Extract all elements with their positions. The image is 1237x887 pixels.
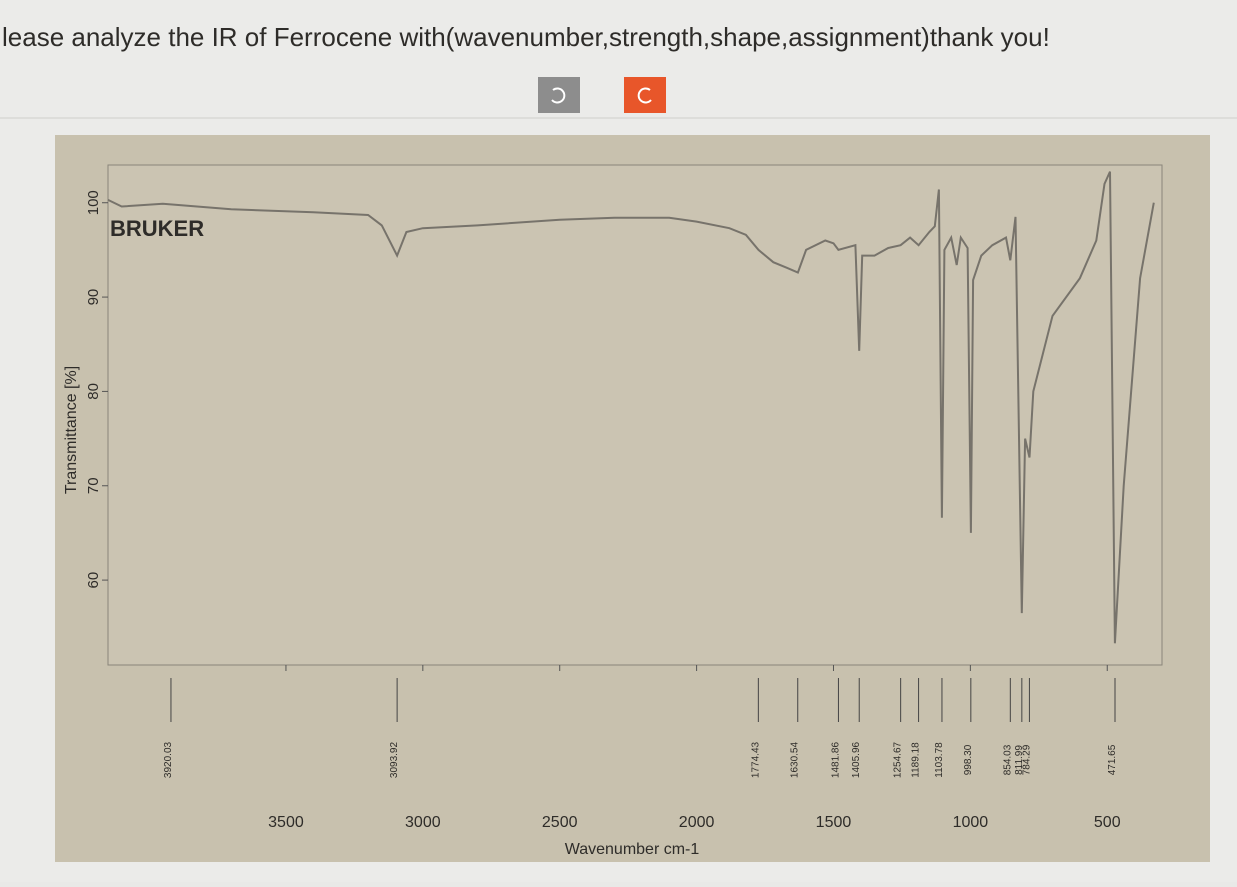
y-tick-label: 90 — [85, 289, 102, 306]
x-tick-label: 2500 — [542, 814, 578, 831]
peak-label: 1630.54 — [790, 741, 801, 778]
peak-label: 854.03 — [1002, 744, 1013, 775]
undo-button[interactable] — [538, 77, 580, 113]
y-tick-label: 100 — [85, 190, 102, 215]
x-tick-label: 3500 — [268, 814, 304, 831]
x-tick-label: 500 — [1094, 814, 1121, 831]
peak-label: 1774.43 — [750, 741, 761, 778]
peak-label: 1481.86 — [830, 741, 841, 778]
y-tick-label: 60 — [85, 572, 102, 589]
y-axis-label: Transmittance [%] — [63, 366, 80, 494]
peak-label: 1254.67 — [893, 741, 904, 778]
peak-label: 1189.18 — [911, 742, 922, 778]
peak-label: 1405.96 — [851, 741, 862, 778]
y-tick-label: 80 — [85, 383, 102, 400]
peak-label: 998.30 — [963, 744, 974, 775]
peak-label: 3920.03 — [163, 741, 174, 778]
redo-button[interactable] — [624, 77, 666, 113]
plot-frame — [107, 164, 1163, 666]
x-axis-label: Wavenumber cm-1 — [565, 841, 700, 858]
peak-label: 471.65 — [1107, 744, 1118, 775]
x-tick-label: 3000 — [405, 814, 441, 831]
peak-label: 784.29 — [1021, 744, 1032, 775]
redo-icon — [637, 87, 652, 104]
x-tick-label: 1000 — [953, 814, 989, 831]
x-tick-label: 1500 — [816, 814, 852, 831]
peak-label: 1103.78 — [934, 742, 945, 778]
undo-icon — [551, 87, 566, 104]
question: lease analyze the IR of Ferrocene with(w… — [2, 22, 1050, 52]
spectrum-line — [107, 171, 1155, 644]
peak-label: 811.99 — [1014, 745, 1025, 775]
peak-label: 3093.92 — [389, 741, 400, 778]
brand: BRUKER — [110, 216, 204, 241]
x-tick-label: 2000 — [679, 814, 715, 831]
y-tick-label: 70 — [85, 477, 102, 494]
